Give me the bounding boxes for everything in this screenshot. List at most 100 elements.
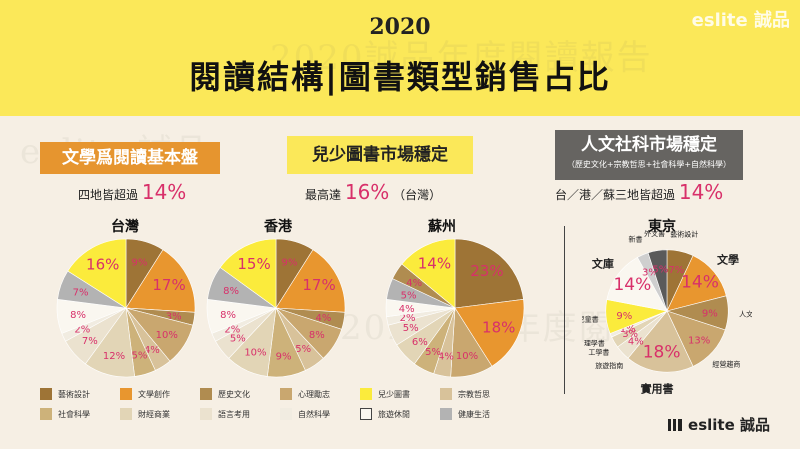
legend-label: 心理勵志 bbox=[298, 389, 330, 399]
legend-label: 文學創作 bbox=[138, 389, 170, 399]
brand-logo: eslite 誠品 bbox=[668, 414, 770, 435]
legend-label: 兒少圖書 bbox=[378, 389, 410, 399]
pie-slice-label: 14% bbox=[681, 273, 719, 293]
section-box-humanities: 人文社科市場穩定 （歷史文化+宗教哲思+社會科學+自然科學） bbox=[555, 130, 743, 180]
pie-slice bbox=[647, 249, 668, 312]
subtitle-prefix: 四地皆超過 bbox=[78, 188, 139, 202]
pie-slice-label: 23% bbox=[470, 262, 503, 280]
pie-slice bbox=[454, 299, 525, 367]
pie-slice-label: 2% bbox=[74, 325, 90, 336]
pie-slice-label: 4% bbox=[628, 336, 644, 347]
legend-swatch bbox=[200, 408, 212, 420]
legend-label: 社會科學 bbox=[58, 409, 90, 419]
pie-slice-label: 8% bbox=[309, 330, 325, 341]
pie-slice-label: 5% bbox=[295, 344, 311, 355]
pie-slice-label: 3% bbox=[166, 312, 182, 323]
legend-label: 語言考用 bbox=[218, 409, 250, 419]
pie-slice-category: 人文 bbox=[739, 309, 752, 318]
pie-slice-label: 7% bbox=[73, 288, 89, 299]
legend-label: 自然科學 bbox=[298, 409, 330, 419]
pie-slice-label: 15% bbox=[237, 255, 270, 273]
pie-slice-label: 2% bbox=[400, 313, 416, 324]
subtitle-children: 最高達 16% （台灣） bbox=[305, 180, 441, 204]
section-box-children: 兒少圖書市場穩定 bbox=[287, 136, 473, 174]
pie-slice-label: 7% bbox=[668, 265, 684, 276]
legend-swatch bbox=[40, 408, 52, 420]
subtitle-value: 14% bbox=[678, 180, 724, 204]
header-band: 2020誠品年度閱讀報告 eslite 誠品 2020 閱讀結構|圖書類型銷售占… bbox=[0, 0, 800, 116]
pie-slice bbox=[401, 238, 456, 309]
logo-mark-icon bbox=[668, 418, 683, 431]
pie-slice-category: 文學 bbox=[717, 253, 739, 267]
legend-item: 兒少圖書 bbox=[360, 388, 410, 400]
pie-slice-label: 17% bbox=[152, 276, 185, 294]
legend-item: 社會科學 bbox=[40, 408, 90, 420]
pie-slice bbox=[219, 238, 277, 309]
legend-label: 旅遊休閒 bbox=[378, 409, 410, 419]
pie-slice bbox=[606, 256, 668, 312]
section-box-literature: 文學爲閱讀基本盤 bbox=[40, 142, 220, 174]
year-heading: 2020 bbox=[369, 14, 431, 40]
legend-swatch bbox=[360, 408, 372, 420]
legend-swatch bbox=[280, 388, 292, 400]
legend-swatch bbox=[440, 388, 452, 400]
pie-slice-label: 9% bbox=[702, 308, 718, 319]
city-title-taiwan: 台灣 bbox=[111, 219, 139, 235]
legend-swatch bbox=[280, 408, 292, 420]
subtitle-humanities: 台／港／蘇三地皆超過 14% bbox=[555, 180, 723, 204]
legend-swatch bbox=[200, 388, 212, 400]
pie-slice-category: 文庫 bbox=[592, 256, 614, 270]
legend-label: 宗教哲思 bbox=[458, 389, 490, 399]
pie-slice-label: 4% bbox=[438, 351, 454, 362]
pie-slice-category: 藝術設計 bbox=[670, 230, 698, 239]
subtitle-prefix: 台／港／蘇三地皆超過 bbox=[555, 188, 676, 202]
logo-text: eslite 誠品 bbox=[688, 416, 770, 434]
city-title-tokyo: 東京 bbox=[648, 219, 676, 235]
pie-slice-label: 14% bbox=[418, 254, 451, 272]
legend-swatch bbox=[360, 388, 372, 400]
pie-slice-label: 18% bbox=[482, 319, 515, 337]
pie-slice-label: 13% bbox=[688, 335, 710, 346]
pie-slice-label: 5% bbox=[425, 347, 441, 358]
watermark-text: 2020誠品年度閱讀報告 bbox=[270, 38, 653, 78]
legend-item: 心理勵志 bbox=[280, 388, 330, 400]
legend-item: 歷史文化 bbox=[200, 388, 250, 400]
pie-slice bbox=[666, 255, 727, 312]
pie-slice-label: 5% bbox=[403, 323, 419, 334]
pie-slice-label: 9% bbox=[282, 258, 298, 269]
subtitle-literature: 四地皆超過 14% bbox=[78, 180, 186, 204]
legend-item: 健康生活 bbox=[440, 408, 490, 420]
subtitle-suffix: （台灣） bbox=[393, 188, 442, 202]
legend-item: 宗教哲思 bbox=[440, 388, 490, 400]
pie-slice-label: 4% bbox=[316, 313, 332, 324]
pie-slice-label: 4% bbox=[144, 345, 160, 356]
pie-slice-label: 12% bbox=[103, 351, 125, 362]
legend-swatch bbox=[120, 408, 132, 420]
pie-slice-category: 新書 bbox=[629, 234, 643, 243]
legend-label: 財經商業 bbox=[138, 409, 170, 419]
legend-item: 財經商業 bbox=[120, 408, 170, 420]
pie-slice-category: 實用書 bbox=[641, 382, 674, 396]
legend-item: 自然科學 bbox=[280, 408, 330, 420]
pie-slice-label: 9% bbox=[276, 352, 292, 363]
pie-slice-label: 8% bbox=[223, 286, 239, 297]
pie-slice-category: 旅遊指南 bbox=[595, 361, 623, 370]
pie-slice-category: 經營趨商 bbox=[712, 359, 740, 368]
pie-slice-label: 5% bbox=[652, 265, 668, 276]
pie-slice-label: 8% bbox=[220, 310, 236, 321]
legend-item: 語言考用 bbox=[200, 408, 250, 420]
legend-label: 歷史文化 bbox=[218, 389, 250, 399]
pie-slice bbox=[67, 238, 127, 309]
legend-item: 旅遊休閒 bbox=[360, 408, 410, 420]
pie-slice-label: 9% bbox=[616, 311, 632, 322]
legend-label: 健康生活 bbox=[458, 409, 490, 419]
pie-chart-tokyo: 7% 藝術設計 14% 文學 9% 人文 13% 經營趨商 18% 實用書 4% 旅遊指南 3% 工學書 1… bbox=[582, 229, 752, 396]
section-box-humanities-title: 人文社科市場穩定 bbox=[581, 135, 717, 155]
pie-slice-label: 7% bbox=[82, 336, 98, 347]
pie-slice-category: 工學書 bbox=[588, 347, 609, 356]
pie-slice-label: 5% bbox=[132, 350, 148, 361]
pie-slice-category: 外文書 bbox=[644, 229, 665, 238]
pie-slice-category: 兒童書 bbox=[582, 314, 599, 323]
pie-slice-category: 理學書 bbox=[584, 338, 605, 347]
section-box-humanities-note: （歷史文化+宗教哲思+社會科學+自然科學） bbox=[566, 160, 732, 169]
